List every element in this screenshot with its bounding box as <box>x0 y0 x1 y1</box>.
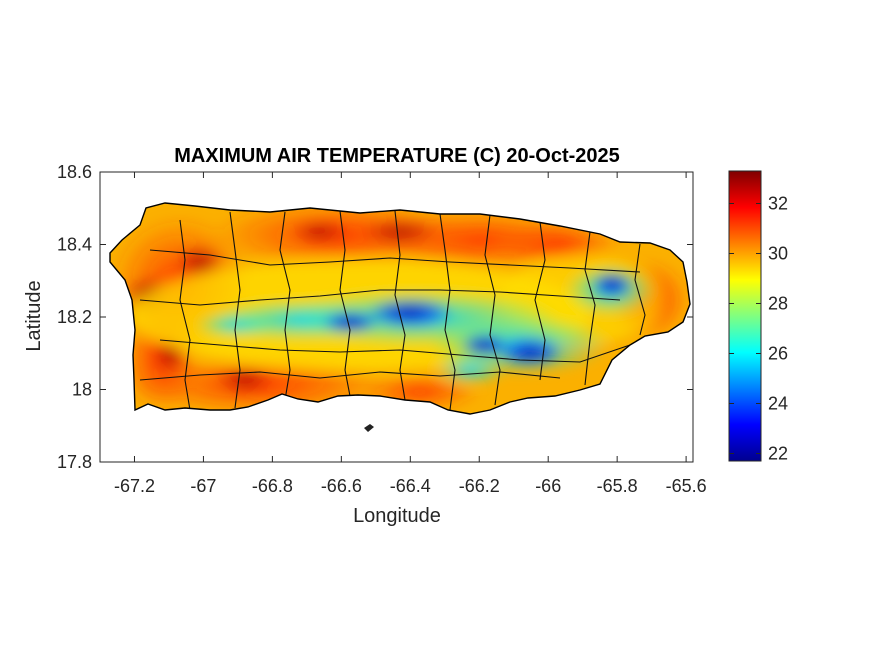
x-axis-label: Longitude <box>353 505 441 527</box>
y-tick-label: 18 <box>72 380 92 400</box>
x-tick-label: -65.6 <box>666 476 707 496</box>
island-outline <box>109 202 691 415</box>
colorbar-tick-label: 26 <box>768 344 788 364</box>
colorbar-tick-label: 32 <box>768 194 788 214</box>
map-title: MAXIMUM AIR TEMPERATURE (C) 20-Oct-2025 <box>174 145 620 167</box>
y-tick-label: 18.6 <box>57 162 92 182</box>
y-tick-label: 18.4 <box>57 235 92 255</box>
y-axis-label: Latitude <box>23 280 45 351</box>
x-tick-label: -66.8 <box>252 476 293 496</box>
x-tick-label: -66.4 <box>390 476 431 496</box>
y-tick-label: 18.2 <box>57 307 92 327</box>
offshore-islet <box>364 424 374 432</box>
y-axis-ticks: 17.8 18 18.2 18.4 18.6 <box>57 162 693 472</box>
x-tick-label: -66.6 <box>321 476 362 496</box>
colorbar-tick-label: 28 <box>768 294 788 314</box>
x-tick-label: -66.2 <box>459 476 500 496</box>
x-tick-label: -67.2 <box>114 476 155 496</box>
x-tick-label: -67 <box>190 476 216 496</box>
colorbar-tick-label: 24 <box>768 394 788 414</box>
y-tick-label: 17.8 <box>57 452 92 472</box>
colorbar-ticks: 22 24 26 28 30 32 <box>729 194 788 464</box>
colorbar-tick-label: 30 <box>768 244 788 264</box>
municipality-borders <box>139 210 646 411</box>
x-tick-label: -66 <box>535 476 561 496</box>
x-axis-ticks: -67.2 -67 -66.8 -66.6 -66.4 -66.2 -66 -65.8 -65.… <box>114 172 707 496</box>
x-tick-label: -65.8 <box>597 476 638 496</box>
colorbar-tick-label: 22 <box>768 444 788 464</box>
colorbar <box>728 170 762 462</box>
